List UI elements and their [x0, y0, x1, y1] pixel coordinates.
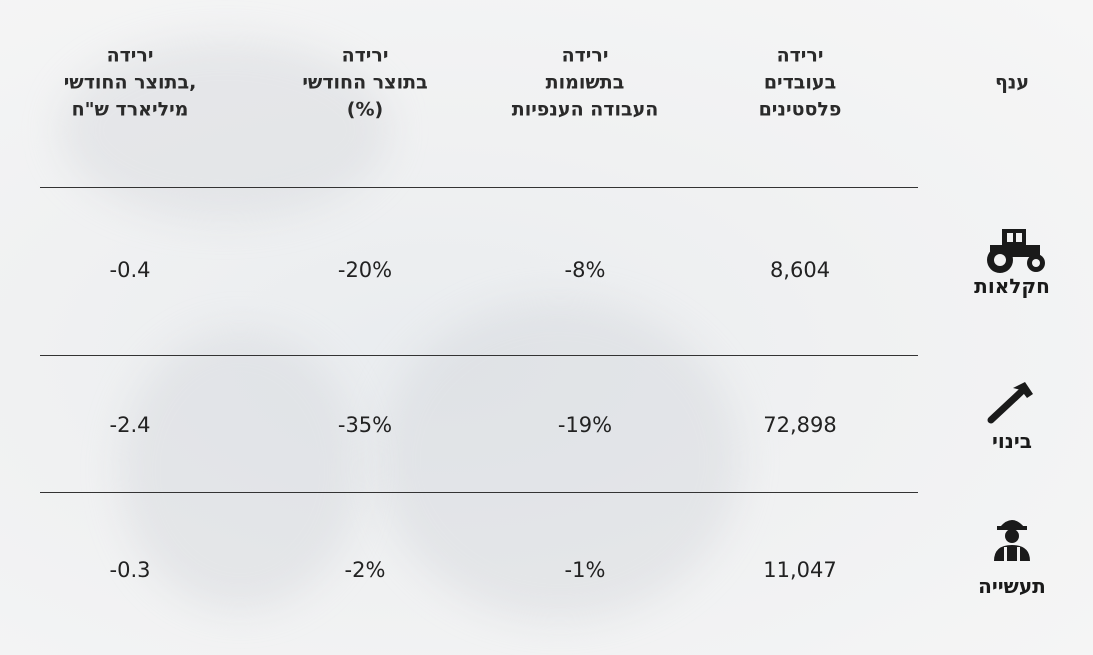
header-line: מיליארד ש"ח	[64, 97, 197, 124]
table-cell: 11,047	[763, 558, 836, 582]
header-line: בעובדים	[759, 70, 842, 97]
header-line: ירידה	[302, 43, 427, 70]
header-line: ירידה	[759, 43, 842, 70]
table-cell: -0.3	[110, 558, 151, 582]
header-line: בתוצר החודשי,	[64, 70, 197, 97]
table-cell: 8,604	[770, 258, 830, 282]
header-line: בתוצר החודשי	[302, 70, 427, 97]
header-line: ירידה	[512, 43, 659, 70]
table-cell: -19%	[558, 413, 612, 437]
infographic: ענףירידהבעובדיםפלסטיניםירידהבתשומותהעבוד…	[0, 0, 1093, 655]
worker-icon	[990, 513, 1034, 563]
hammer-icon	[985, 380, 1035, 425]
header-line: העבודה הענפיות	[512, 97, 659, 124]
header-line: (%)	[302, 97, 427, 124]
background-shape	[120, 330, 360, 610]
row-divider	[40, 492, 918, 493]
table-cell: -8%	[565, 258, 606, 282]
table-cell: -2.4	[110, 413, 151, 437]
header-line: בתשומות	[512, 70, 659, 97]
sector-name: תעשייה	[978, 574, 1046, 598]
column-header: ענף	[995, 70, 1029, 97]
header-line: ענף	[995, 70, 1029, 97]
sector-name: חקלאות	[974, 274, 1050, 298]
table-cell: -1%	[565, 558, 606, 582]
tractor-icon	[980, 225, 1050, 275]
table-cell: -2%	[345, 558, 386, 582]
table-cell: -35%	[338, 413, 392, 437]
header-line: ירידה	[64, 43, 197, 70]
background-shape	[380, 300, 740, 620]
table-cell: -0.4	[110, 258, 151, 282]
header-line: פלסטינים	[759, 97, 842, 124]
sector-name: בינוי	[992, 429, 1032, 453]
table-cell: -20%	[338, 258, 392, 282]
table-cell: 72,898	[763, 413, 836, 437]
row-divider	[40, 355, 918, 356]
row-divider	[40, 187, 918, 188]
